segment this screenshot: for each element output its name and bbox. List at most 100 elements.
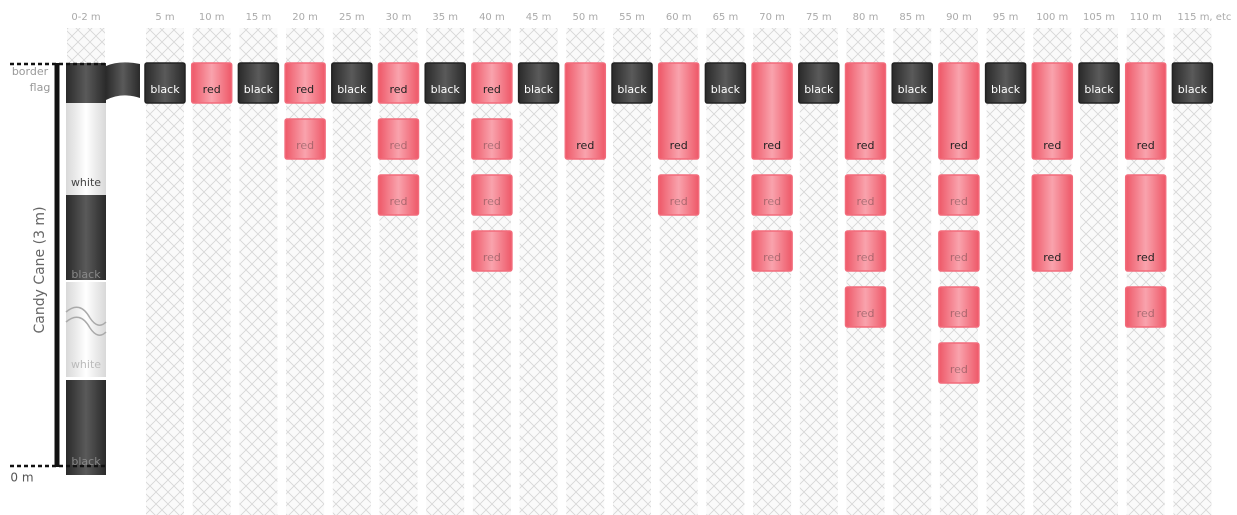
marker-small	[611, 62, 653, 104]
marker-small	[1078, 62, 1120, 104]
marker-small	[471, 118, 513, 160]
column-strip	[379, 28, 418, 515]
marker-label: red	[763, 195, 781, 208]
segment-label: white	[71, 358, 101, 371]
marker-small	[751, 174, 793, 216]
marker-small	[704, 62, 747, 104]
marker-small	[424, 62, 466, 104]
column-strip	[1080, 28, 1118, 515]
marker-small	[938, 174, 980, 216]
border-flag-label: border	[12, 65, 49, 78]
marker-label: black	[1084, 83, 1114, 96]
marker-label: red	[950, 195, 968, 208]
marker-large	[938, 62, 980, 160]
marker-small	[938, 286, 980, 328]
marker-label: red	[950, 251, 968, 264]
marker-label: red	[1043, 139, 1061, 152]
marker-label: black	[617, 83, 647, 96]
marker-label: black	[431, 83, 461, 96]
marker-label: red	[296, 83, 314, 96]
marker-label: black	[337, 83, 367, 96]
column-label: 90 m	[946, 12, 972, 23]
marker-label: red	[1043, 251, 1061, 264]
column-strip	[799, 28, 838, 515]
marker-small	[938, 342, 980, 384]
marker-label: red	[483, 195, 501, 208]
marker-small	[844, 286, 887, 328]
column-label: 115 m, etc	[1177, 12, 1231, 23]
column-label: 0-2 m	[71, 12, 100, 23]
pole-white	[66, 282, 106, 377]
column-strip	[146, 28, 184, 515]
marker-label: red	[1137, 307, 1155, 320]
column-strip	[519, 28, 558, 515]
marker-large	[751, 62, 793, 160]
column-label: 40 m	[479, 12, 505, 23]
segment-label: black	[71, 455, 101, 468]
pole-top	[66, 63, 106, 103]
markers: black red black red red black red red red black re…	[144, 62, 1214, 384]
marker-small	[144, 62, 186, 104]
marker-label: red	[670, 195, 688, 208]
column-strip	[286, 28, 325, 515]
marker-large	[844, 62, 887, 160]
column-label: 105 m	[1083, 12, 1115, 23]
column-label: 5 m	[155, 12, 174, 23]
marker-small	[284, 118, 326, 160]
marker-small	[471, 62, 513, 104]
marker-small	[284, 62, 326, 104]
pole-black	[66, 380, 106, 475]
column-strip	[192, 28, 231, 515]
column-label: 95 m	[993, 12, 1019, 23]
marker-small	[471, 230, 513, 272]
marker-small	[377, 118, 420, 160]
column-label: 60 m	[666, 12, 692, 23]
border-flag-label: flag	[30, 81, 51, 94]
marker-label: red	[1137, 251, 1155, 264]
column-label: 35 m	[432, 12, 458, 23]
marker-label: black	[804, 83, 834, 96]
marker-small	[190, 62, 233, 104]
marker-label: black	[244, 83, 274, 96]
column-label: 70 m	[759, 12, 785, 23]
marker-label: red	[203, 83, 221, 96]
marker-large	[1031, 174, 1074, 272]
marker-label: black	[991, 83, 1021, 96]
marker-label: black	[524, 83, 554, 96]
marker-small	[751, 230, 793, 272]
column-label: 80 m	[853, 12, 879, 23]
pole-title: Candy Cane (3 m)	[32, 206, 48, 333]
marker-small	[844, 230, 887, 272]
marker-label: red	[483, 139, 501, 152]
marker-label: red	[389, 195, 407, 208]
marker-small	[657, 174, 700, 216]
segment-label: white	[71, 176, 101, 189]
column-label: 10 m	[199, 12, 225, 23]
column-label: 15 m	[246, 12, 272, 23]
marker-label: red	[856, 307, 874, 320]
column-label: 25 m	[339, 12, 365, 23]
column-strip	[426, 28, 465, 515]
marker-small	[377, 62, 420, 104]
column-label: 85 m	[899, 12, 925, 23]
marker-small	[938, 230, 980, 272]
column-strip	[613, 28, 651, 515]
marker-label: red	[950, 363, 968, 376]
marker-small	[377, 174, 420, 216]
marker-label: red	[576, 139, 594, 152]
column-strip	[332, 28, 371, 515]
marker-small	[984, 62, 1027, 104]
column-label: 100 m	[1036, 12, 1068, 23]
marker-label: black	[711, 83, 741, 96]
column-label: 30 m	[386, 12, 412, 23]
marker-large	[1124, 62, 1167, 160]
marker-label: red	[296, 139, 314, 152]
marker-label: red	[763, 251, 781, 264]
pole: border flag white black white black Cand…	[10, 62, 140, 485]
marker-label: red	[1137, 139, 1155, 152]
marker-small	[844, 174, 887, 216]
marker-small	[1171, 62, 1214, 104]
marker-label: red	[670, 139, 688, 152]
marker-label: black	[1178, 83, 1208, 96]
column-strip	[239, 28, 278, 515]
